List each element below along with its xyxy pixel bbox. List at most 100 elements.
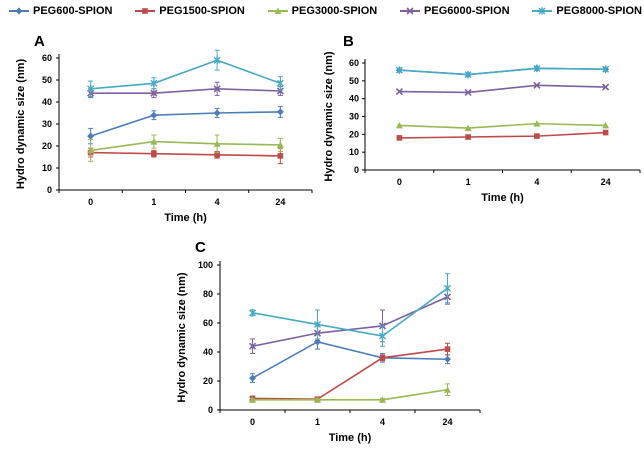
data-point — [379, 355, 386, 361]
data-point — [465, 134, 471, 140]
legend-marker — [406, 7, 414, 15]
x-tick-label: 24 — [275, 197, 285, 207]
legend-item-peg6000-spion: PEG6000-SPION — [399, 5, 510, 17]
x-tick-label: 0 — [250, 417, 255, 427]
legend-label: PEG6000-SPION — [424, 5, 510, 17]
data-point — [87, 146, 95, 154]
series-peg3000-spion — [87, 134, 284, 162]
series-line — [90, 59, 281, 90]
x-tick-label: 24 — [601, 177, 611, 187]
series-peg8000-spion — [87, 49, 284, 97]
y-tick-label: 20 — [349, 129, 359, 139]
data-point — [276, 79, 284, 88]
data-point — [444, 355, 451, 363]
legend-swatch-square-icon — [135, 8, 156, 14]
series-line — [399, 122, 606, 129]
data-point — [533, 81, 541, 89]
data-point — [248, 342, 257, 350]
data-point — [214, 152, 220, 158]
data-point — [276, 108, 284, 116]
data-point — [395, 87, 403, 96]
legend-swatch-triangle-icon — [267, 7, 288, 14]
legend-swatch-diamond-icon — [9, 7, 29, 15]
legend-marker — [538, 7, 546, 15]
data-point — [444, 386, 451, 393]
y-tick-label: 100 — [198, 260, 213, 270]
data-point — [444, 284, 451, 292]
series-line — [399, 84, 606, 94]
data-point — [151, 150, 157, 157]
series-line — [90, 140, 281, 152]
series-peg1500-spion — [249, 342, 451, 402]
y-tick-label: 60 — [203, 318, 213, 328]
legend-swatch-star-icon — [532, 7, 553, 15]
data-point — [213, 56, 221, 64]
data-point — [276, 141, 284, 148]
series-peg6000-spion — [87, 81, 284, 99]
data-point — [150, 89, 158, 97]
x-tick-label: 1 — [151, 197, 156, 207]
series-line — [90, 87, 281, 94]
series-line — [252, 388, 448, 401]
series-peg6000-spion — [395, 81, 610, 96]
chart-panel-c: C 0 20 40 60 80 100 0 1 4 24 Time (h) Hydro dynamic … — [176, 239, 481, 444]
legend-marker — [142, 8, 149, 14]
data-point — [533, 120, 541, 127]
legend-label: PEG1500-SPION — [159, 5, 245, 17]
y-tick-label: 40 — [42, 97, 52, 107]
data-point — [444, 346, 451, 352]
legend-item-peg3000-spion: PEG3000-SPION — [267, 5, 378, 17]
series-line — [399, 67, 606, 76]
legend-item-peg600-spion: PEG600-SPION — [8, 5, 112, 17]
series-line — [252, 287, 448, 337]
y-tick-label: 80 — [203, 289, 213, 299]
data-point — [379, 332, 386, 340]
data-point — [314, 396, 321, 403]
data-point — [395, 121, 403, 129]
series-line — [252, 340, 448, 379]
data-point — [150, 111, 158, 119]
y-tick-label: 50 — [42, 75, 52, 85]
series-line — [90, 111, 281, 137]
data-point — [249, 309, 256, 317]
x-tick-label: 4 — [534, 177, 539, 187]
series-peg1500-spion — [396, 129, 609, 141]
y-tick-label: 30 — [42, 119, 52, 129]
data-point — [464, 88, 472, 96]
data-point — [276, 87, 284, 95]
series-peg8000-spion — [249, 273, 451, 347]
x-tick-label: 4 — [380, 417, 385, 427]
data-point — [602, 83, 610, 91]
panel-label: C — [195, 239, 206, 256]
data-point — [379, 396, 386, 403]
x-tick-label: 24 — [442, 417, 452, 427]
y-tick-label: 0 — [208, 405, 213, 415]
series-line — [399, 131, 606, 139]
data-point — [396, 135, 403, 141]
y-tick-label: 40 — [349, 94, 359, 104]
x-tick-label: 1 — [315, 417, 320, 427]
data-point — [533, 64, 541, 73]
series-peg600-spion — [87, 105, 284, 145]
legend-item-peg1500-spion: PEG1500-SPION — [134, 5, 245, 17]
data-point — [314, 320, 321, 329]
chart-panel-b: B 0 10 20 30 40 50 60 0 1 4 24 Time (h) Hydro dynamic… — [323, 33, 641, 204]
legend-item-peg8000-spion: PEG8000-SPION — [531, 5, 642, 17]
legend-label: PEG3000-SPION — [291, 5, 378, 17]
data-point — [150, 138, 158, 145]
legend-swatch-x-icon — [400, 7, 421, 15]
y-tick-label: 0 — [354, 165, 359, 175]
x-axis-title: Time (h) — [481, 192, 524, 204]
data-point — [277, 153, 284, 159]
data-point — [534, 133, 540, 139]
data-point — [602, 129, 609, 136]
y-tick-label: 10 — [42, 163, 52, 173]
data-point — [87, 85, 95, 93]
y-tick-label: 10 — [349, 147, 359, 157]
x-tick-label: 4 — [215, 197, 220, 207]
x-axis-title: Time (h) — [164, 212, 207, 224]
series-peg3000-spion — [249, 383, 451, 403]
y-tick-label: 60 — [42, 53, 52, 63]
legend-label: PEG600-SPION — [33, 5, 113, 17]
